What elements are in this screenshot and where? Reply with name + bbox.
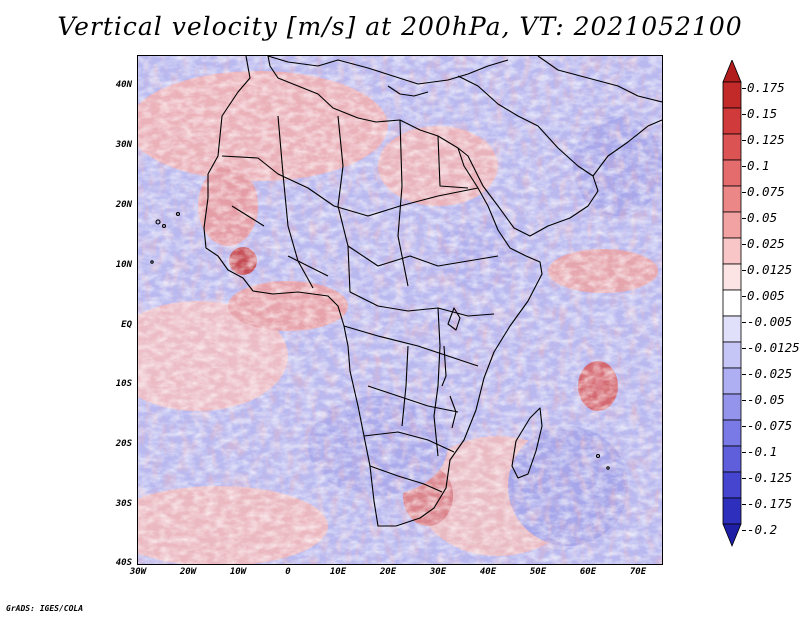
colorbar-label: -0.025	[742, 366, 800, 381]
colorbar-label: -0.075	[742, 418, 800, 433]
lon-label-0: 0	[285, 567, 291, 577]
colorbar-label: 0.1	[742, 158, 800, 173]
lon-label-10w: 10W	[229, 567, 247, 577]
colorbar-bin	[722, 159, 742, 187]
colorbar-label: -0.0125	[742, 340, 800, 355]
colorbar-label: -0.125	[742, 470, 800, 485]
colorbar-label: 0.175	[742, 80, 800, 95]
colorbar	[722, 60, 742, 548]
lat-label-40n: 40N	[115, 80, 132, 90]
colorbar-label: -0.2	[742, 522, 800, 537]
colorbar-bin	[722, 185, 742, 213]
colorbar-bin	[722, 133, 742, 161]
map-title: Vertical velocity [m/s] at 200hPa, VT: 2…	[57, 12, 743, 41]
colorbar-bin	[722, 315, 742, 343]
colorbar-label: 0.15	[742, 106, 800, 121]
colorbar-label: -0.1	[742, 444, 800, 459]
colorbar-bin	[722, 419, 742, 447]
colorbar-bin	[722, 289, 742, 317]
colorbar-bin	[722, 107, 742, 135]
lat-label-20n: 20N	[115, 200, 132, 210]
lat-label-eq: EQ	[121, 320, 132, 330]
colorbar-bin	[722, 237, 742, 265]
lat-label-40s: 40S	[115, 558, 132, 568]
colorbar-label: 0.025	[742, 236, 800, 251]
lat-label-20s: 20S	[115, 439, 132, 449]
colorbar-label: -0.005	[742, 314, 800, 329]
lat-label-30s: 30S	[115, 499, 132, 509]
lat-label-30n: 30N	[115, 140, 132, 150]
colorbar-bin	[722, 341, 742, 369]
lon-label-30e: 30E	[429, 567, 447, 577]
lon-label-10e: 10E	[329, 567, 347, 577]
colorbar-label: 0.075	[742, 184, 800, 199]
lon-label-60e: 60E	[579, 567, 597, 577]
lon-label-30w: 30W	[129, 567, 147, 577]
colorbar-label: 0.125	[742, 132, 800, 147]
lon-label-20e: 20E	[379, 567, 397, 577]
colorbar-bin	[722, 523, 742, 548]
colorbar-bin	[722, 263, 742, 291]
lon-label-20w: 20W	[179, 567, 197, 577]
colorbar-bin	[722, 367, 742, 395]
colorbar-bin	[722, 445, 742, 473]
coastlines	[150, 56, 662, 527]
velocity-field-map	[138, 56, 662, 564]
colorbar-bin	[722, 393, 742, 421]
colorbar-bin	[722, 497, 742, 525]
colorbar-bin	[722, 211, 742, 239]
colorbar-bin	[722, 81, 742, 109]
lat-label-10s: 10S	[115, 379, 132, 389]
lat-label-10n: 10N	[115, 260, 132, 270]
map-panel	[137, 55, 663, 565]
grads-credit: GrADS: IGES/COLA	[6, 604, 84, 613]
lon-label-50e: 50E	[529, 567, 547, 577]
colorbar-label: 0.005	[742, 288, 800, 303]
colorbar-label: -0.05	[742, 392, 800, 407]
colorbar-bin	[722, 60, 742, 83]
colorbar-bin	[722, 471, 742, 499]
colorbar-label: 0.05	[742, 210, 800, 225]
colorbar-label: 0.0125	[742, 262, 800, 277]
lon-label-70e: 70E	[629, 567, 647, 577]
lon-label-40e: 40E	[479, 567, 497, 577]
colorbar-label: -0.175	[742, 496, 800, 511]
